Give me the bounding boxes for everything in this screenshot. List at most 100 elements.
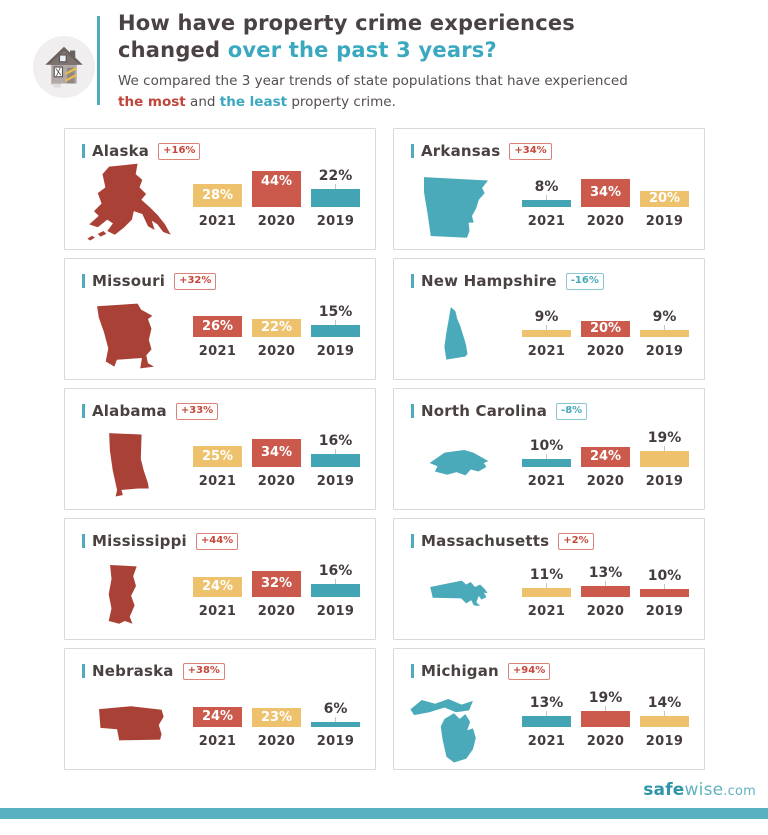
card-header: Alabama +33% xyxy=(82,402,219,420)
trend-bar-chart: 25% 2021 34% 2020 16% 2019 xyxy=(193,421,360,489)
bar-2020: 24% xyxy=(581,447,630,467)
bar-column-2019: 14% 2019 xyxy=(640,681,689,749)
bar-column-2021: 26% 2021 xyxy=(193,291,242,359)
change-badge: +32% xyxy=(174,272,217,290)
bar-column-2020: 34% 2020 xyxy=(252,421,301,489)
bar-value-label: 11% xyxy=(529,567,564,583)
bar-2021 xyxy=(522,459,571,467)
label-connector xyxy=(335,449,336,454)
card-header: Massachusetts +2% xyxy=(411,532,594,550)
year-label: 2020 xyxy=(586,214,625,229)
year-label: 2021 xyxy=(527,344,566,359)
trend-bar-chart: 10% 2021 24% 2020 19% 2019 xyxy=(522,421,689,489)
state-card-missouri: Missouri +32% 26% 2021 22% 2020 15% 2019 xyxy=(64,258,376,380)
bar-column-2021: 8% 2021 xyxy=(522,161,571,229)
card-header: Nebraska +38% xyxy=(82,662,225,680)
bar-value-label: 16% xyxy=(318,563,353,579)
bar-column-2019: 22% 2019 xyxy=(311,161,360,229)
bar-column-2021: 11% 2021 xyxy=(522,551,571,619)
trend-bar-chart: 8% 2021 34% 2020 20% 2019 xyxy=(522,161,689,229)
bar-value-label: 15% xyxy=(318,304,353,320)
state-card-alaska: Alaska +16% 28% 2021 44% 2020 22% 2019 xyxy=(64,128,376,250)
bar-column-2021: 10% 2021 xyxy=(522,421,571,489)
state-name: Missouri xyxy=(92,272,166,290)
change-badge: +38% xyxy=(182,662,225,680)
label-connector xyxy=(335,717,336,722)
state-card-michigan: Michigan +94% 13% 2021 19% 2020 14% 2019 xyxy=(393,648,705,770)
state-card-alabama: Alabama +33% 25% 2021 34% 2020 16% 2019 xyxy=(64,388,376,510)
year-label: 2019 xyxy=(316,734,355,749)
card-header: New Hampshire -16% xyxy=(411,272,604,290)
year-label: 2020 xyxy=(257,214,296,229)
year-label: 2021 xyxy=(198,344,237,359)
state-name-tick xyxy=(411,144,414,158)
card-header: Mississippi +44% xyxy=(82,532,239,550)
state-card-new-hampshire: New Hampshire -16% 9% 2021 20% 2020 9% 2019 xyxy=(393,258,705,380)
state-name-tick xyxy=(82,404,85,418)
bar-2020 xyxy=(581,586,630,597)
bar-2021 xyxy=(522,588,571,597)
bar-value-label: 19% xyxy=(588,690,623,706)
state-name: Alaska xyxy=(92,142,150,160)
bar-2019 xyxy=(311,454,360,467)
change-badge: +34% xyxy=(509,142,552,160)
bar-value-label: 34% xyxy=(260,445,293,460)
bar-value-label: 24% xyxy=(589,449,622,464)
label-connector xyxy=(546,325,547,330)
state-name: New Hampshire xyxy=(421,272,557,290)
bar-2019 xyxy=(640,589,689,597)
bar-2020: 32% xyxy=(252,571,301,597)
state-card-north-carolina: North Carolina -8% 10% 2021 24% 2020 19% 2019 xyxy=(393,388,705,510)
bar-value-label: 9% xyxy=(534,309,559,325)
bar-value-label: 34% xyxy=(589,185,622,200)
year-label: 2019 xyxy=(316,604,355,619)
mississippi-silhouette-icon xyxy=(87,549,157,639)
bar-column-2020: 44% 2020 xyxy=(252,161,301,229)
change-badge: -16% xyxy=(565,272,604,290)
change-badge: +16% xyxy=(158,142,201,160)
bar-value-label: 22% xyxy=(318,168,353,184)
trend-bar-chart: 26% 2021 22% 2020 15% 2019 xyxy=(193,291,360,359)
bar-2020: 20% xyxy=(581,321,630,337)
year-label: 2021 xyxy=(527,474,566,489)
state-name-tick xyxy=(82,144,85,158)
state-name-tick xyxy=(82,664,85,678)
year-label: 2020 xyxy=(257,474,296,489)
bar-value-label: 32% xyxy=(260,576,293,591)
bar-2021 xyxy=(522,716,571,727)
label-connector xyxy=(546,454,547,459)
bar-value-label: 24% xyxy=(201,579,234,594)
year-label: 2021 xyxy=(198,474,237,489)
bar-value-label: 20% xyxy=(648,191,681,206)
state-name-tick xyxy=(411,404,414,418)
bar-column-2020: 24% 2020 xyxy=(581,421,630,489)
arkansas-silhouette-icon xyxy=(410,167,502,247)
year-label: 2019 xyxy=(316,474,355,489)
change-badge: +94% xyxy=(507,662,551,680)
card-header: Arkansas +34% xyxy=(411,142,552,160)
bar-2021: 28% xyxy=(193,184,242,207)
year-label: 2021 xyxy=(198,214,237,229)
card-header: Michigan +94% xyxy=(411,662,551,680)
bar-value-label: 16% xyxy=(318,433,353,449)
year-label: 2019 xyxy=(316,344,355,359)
state-name: Arkansas xyxy=(421,142,501,160)
year-label: 2020 xyxy=(257,604,296,619)
bar-column-2019: 6% 2019 xyxy=(311,681,360,749)
year-label: 2020 xyxy=(586,344,625,359)
bar-2021: 24% xyxy=(193,577,242,597)
missouri-silhouette-icon xyxy=(79,295,179,377)
trend-bar-chart: 28% 2021 44% 2020 22% 2019 xyxy=(193,161,360,229)
change-badge: -8% xyxy=(556,402,588,420)
bar-value-label: 10% xyxy=(529,438,564,454)
bar-2019 xyxy=(311,325,360,337)
bar-column-2019: 16% 2019 xyxy=(311,551,360,619)
bar-2019 xyxy=(311,584,360,597)
bar-value-label: 22% xyxy=(260,320,293,335)
trend-bar-chart: 9% 2021 20% 2020 9% 2019 xyxy=(522,291,689,359)
bar-column-2020: 22% 2020 xyxy=(252,291,301,359)
footer-accent-bar xyxy=(0,808,768,819)
massachusetts-silhouette-icon xyxy=(400,563,516,623)
bar-value-label: 28% xyxy=(201,187,234,203)
bar-column-2019: 9% 2019 xyxy=(640,291,689,359)
